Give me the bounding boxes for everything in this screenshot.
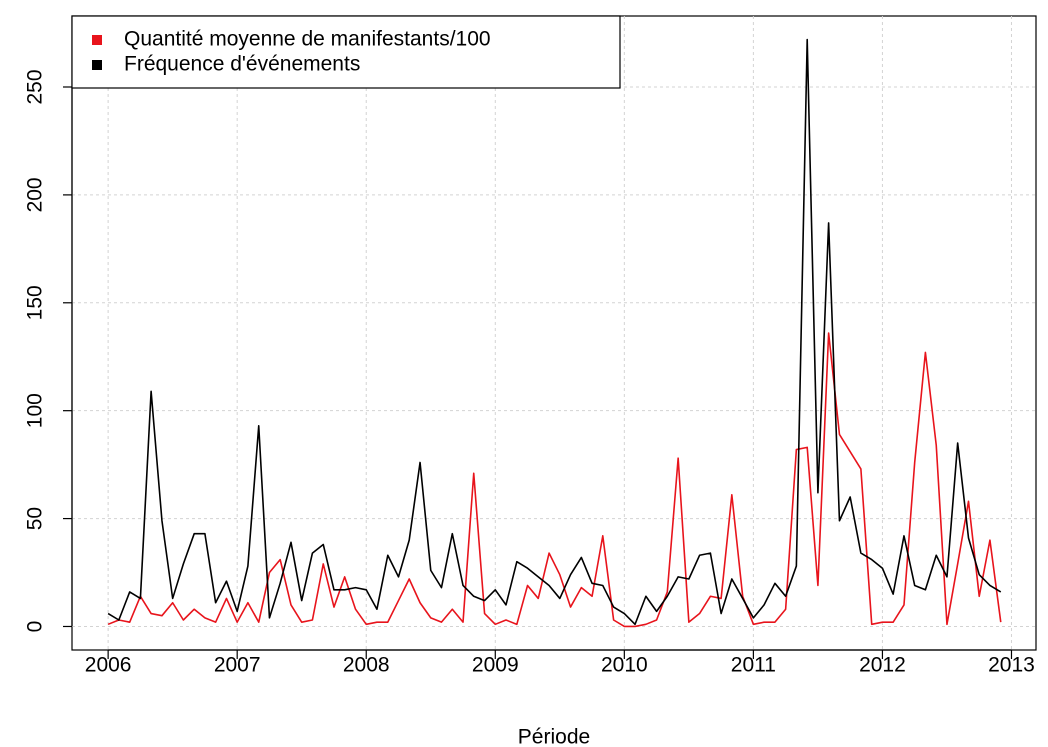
legend-box xyxy=(71,15,621,89)
x-tick-label: 2011 xyxy=(731,654,776,677)
x-tick-label: 2010 xyxy=(601,654,648,677)
y-tick-label: 100 xyxy=(24,393,47,428)
y-tick-label: 250 xyxy=(24,69,47,104)
y-tick-label: 50 xyxy=(24,507,47,530)
y-tick-label: 0 xyxy=(24,621,47,633)
x-axis-label: Période xyxy=(518,726,590,747)
plot-box xyxy=(71,15,1037,651)
legend-label: Quantité moyenne de manifestants/100 xyxy=(124,28,491,51)
y-tick-label: 150 xyxy=(24,285,47,320)
series-line xyxy=(107,38,1002,626)
x-tick-label: 2007 xyxy=(214,654,261,677)
x-tick-label: 2012 xyxy=(859,654,906,677)
x-tick-label: 2008 xyxy=(343,654,390,677)
x-tick-label: 2006 xyxy=(85,654,132,677)
x-tick-label: 2013 xyxy=(988,654,1035,677)
x-tick-label: 2009 xyxy=(472,654,519,677)
legend-swatch xyxy=(92,60,102,70)
y-tick-label: 200 xyxy=(24,177,47,212)
legend-label: Fréquence d'événements xyxy=(124,53,360,76)
legend-swatch xyxy=(92,35,102,45)
series-line xyxy=(107,332,1002,628)
